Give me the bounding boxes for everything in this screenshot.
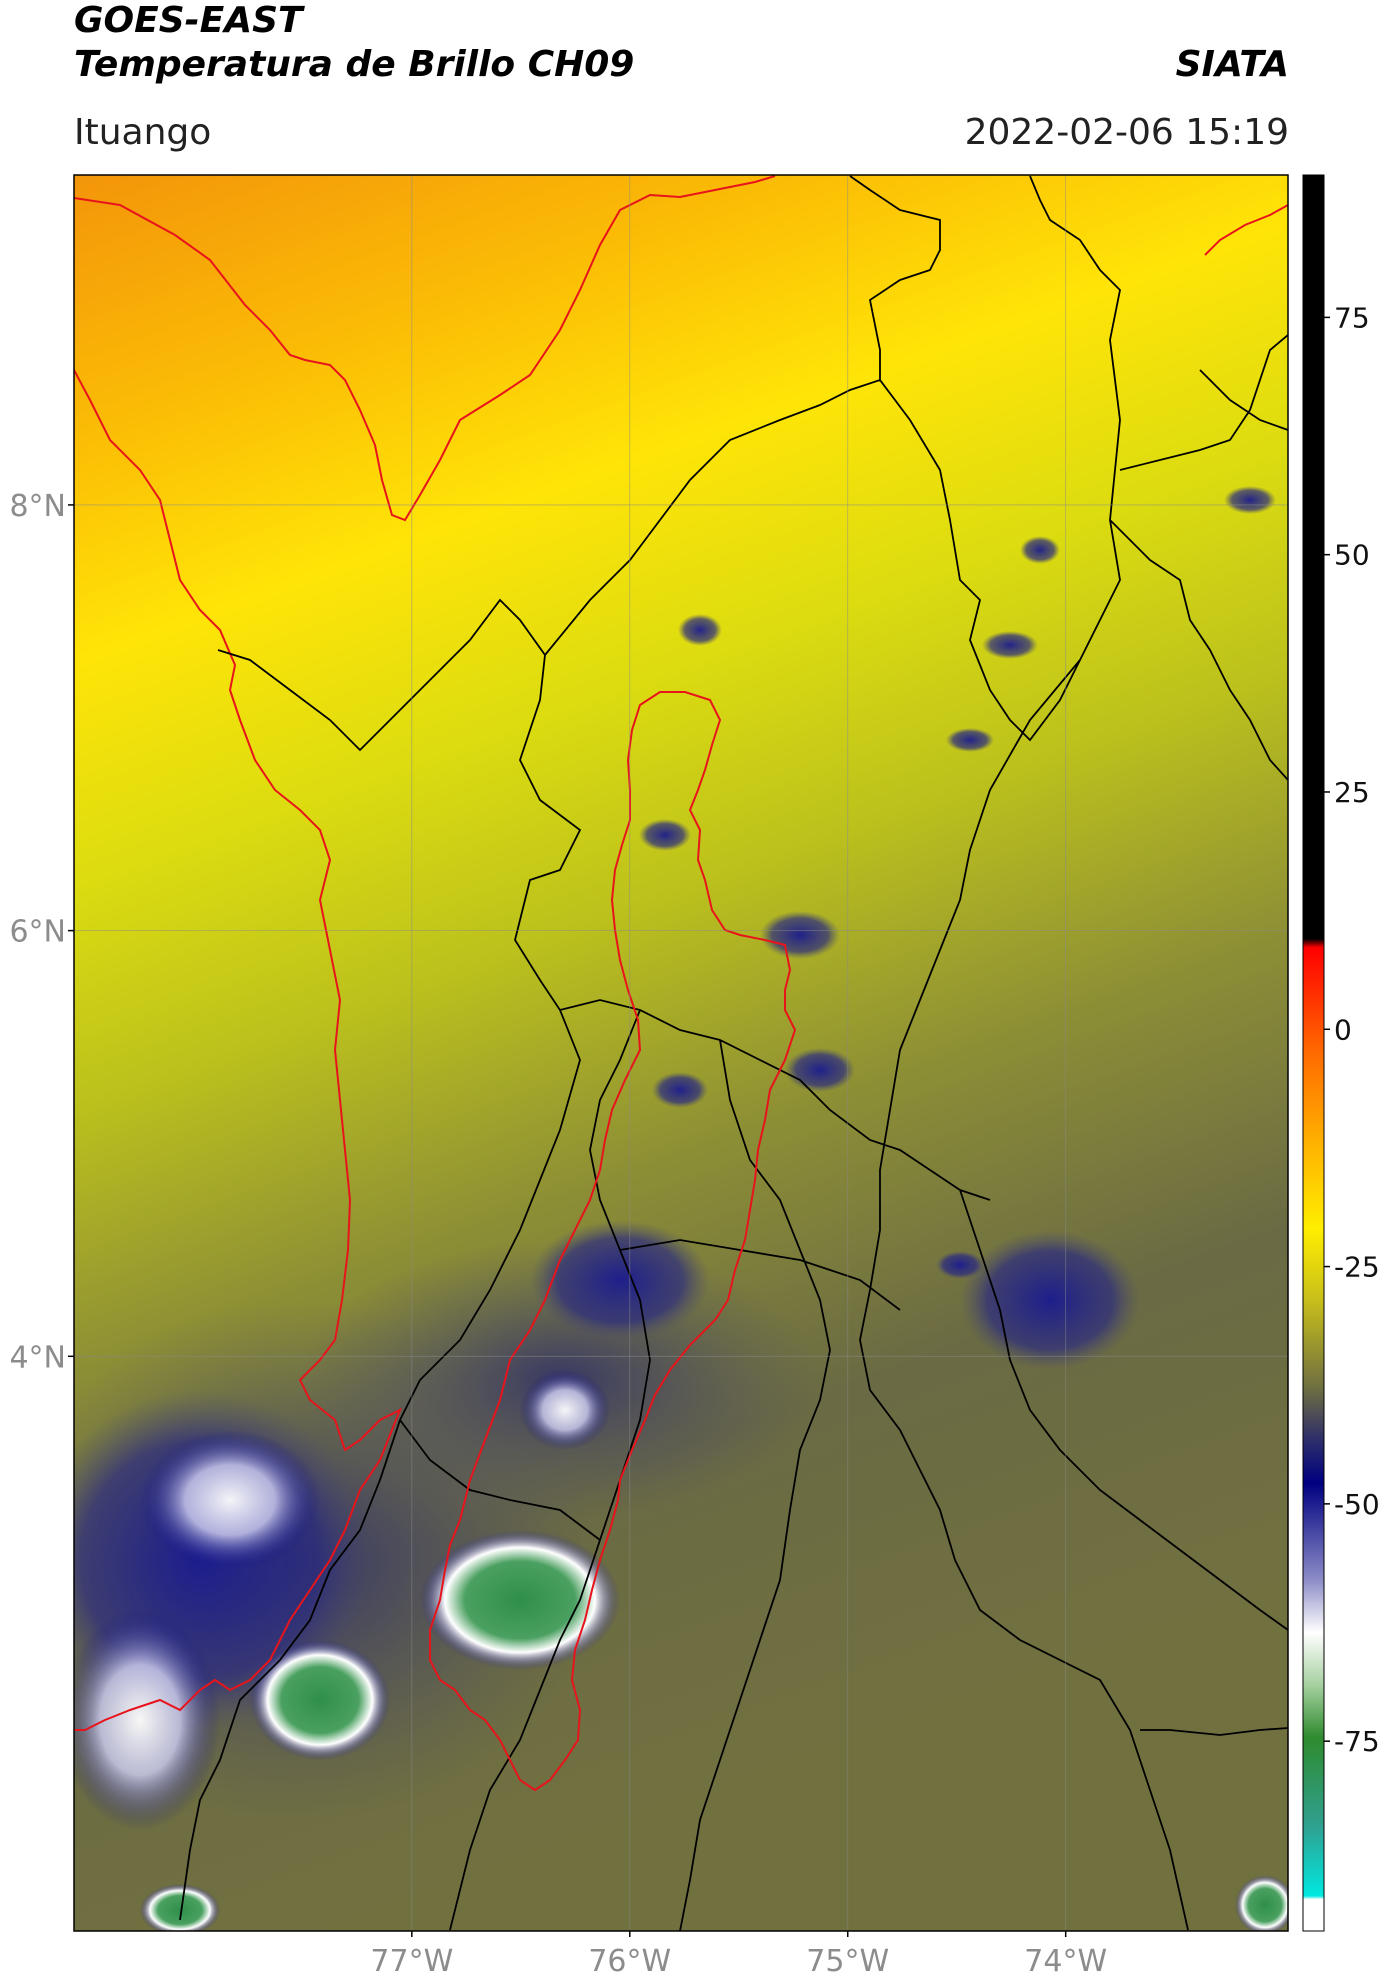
lat-tick-label: 6°N bbox=[9, 915, 66, 950]
title-line-1: GOES-EAST bbox=[74, 0, 303, 41]
lon-tick-label: 74°W bbox=[1024, 1944, 1107, 1979]
cloud-cell-8 bbox=[946, 728, 994, 752]
lon-tick-label: 76°W bbox=[588, 1944, 671, 1979]
lon-tick-label: 77°W bbox=[370, 1944, 453, 1979]
cloud-cell-9 bbox=[1224, 486, 1276, 514]
ituango-basin-outline bbox=[429, 691, 797, 1792]
colorbar: 75 50 25 0 -25 -50 -75 bbox=[1302, 174, 1380, 1932]
brand-label: SIATA bbox=[1175, 44, 1289, 85]
cloud-cell-4 bbox=[652, 1072, 708, 1108]
cold-cloud-top-4 bbox=[1235, 1875, 1288, 1931]
colorbar-tick-label: 75 bbox=[1334, 301, 1370, 334]
lat-tick-label: 8°N bbox=[9, 489, 66, 524]
title-line-2: Temperatura de Brillo CH09 bbox=[74, 44, 635, 85]
cloud-cell-3 bbox=[639, 819, 691, 851]
cold-cloud-top-1 bbox=[250, 1640, 390, 1760]
cloud-cell-1 bbox=[785, 1048, 855, 1092]
colorbar-tick-label: -25 bbox=[1334, 1251, 1380, 1284]
cloud-top-west bbox=[140, 1430, 320, 1570]
cloud-top-center bbox=[520, 1370, 610, 1450]
map-frame bbox=[73, 174, 1289, 1932]
colorbar-tick-label: -75 bbox=[1334, 1725, 1380, 1758]
cloud-cell-6 bbox=[1020, 536, 1060, 564]
colorbar-tick-label: -50 bbox=[1334, 1488, 1380, 1521]
cloud-top-southwest bbox=[74, 1610, 220, 1830]
lat-tick-label: 4°N bbox=[9, 1340, 66, 1375]
lon-tick-label: 75°W bbox=[806, 1944, 889, 1979]
cloud-cell-10 bbox=[936, 1251, 984, 1279]
cloud-cell-5 bbox=[678, 614, 722, 646]
department-boundaries bbox=[179, 175, 1288, 1931]
graticule bbox=[74, 175, 1288, 1931]
location-label: Ituango bbox=[74, 112, 212, 153]
temperature-field bbox=[74, 175, 1288, 1931]
colorbar-ticks: 75 50 25 0 -25 -50 -75 bbox=[1324, 301, 1380, 1758]
longitude-labels: 77°W 76°W 75°W 74°W bbox=[370, 1931, 1107, 1979]
cloud-cluster-center bbox=[530, 1220, 710, 1340]
colorbar-tick-label: 25 bbox=[1334, 776, 1370, 809]
colorbar-tick-label: 50 bbox=[1334, 539, 1370, 572]
latitude-labels: 8°N 6°N 4°N bbox=[9, 489, 74, 1375]
cold-cloud-top-2 bbox=[420, 1530, 620, 1670]
cloud-cell-7 bbox=[982, 631, 1038, 659]
cold-cloud-top-3 bbox=[140, 1884, 220, 1931]
colorbar-gradient bbox=[1302, 174, 1325, 1932]
cloud-cluster-east bbox=[960, 1230, 1140, 1370]
cloud-cell-2 bbox=[760, 911, 840, 959]
datetime-label: 2022-02-06 15:19 bbox=[964, 112, 1289, 153]
coastline bbox=[74, 175, 1288, 1731]
colorbar-tick-label: 0 bbox=[1334, 1013, 1352, 1046]
